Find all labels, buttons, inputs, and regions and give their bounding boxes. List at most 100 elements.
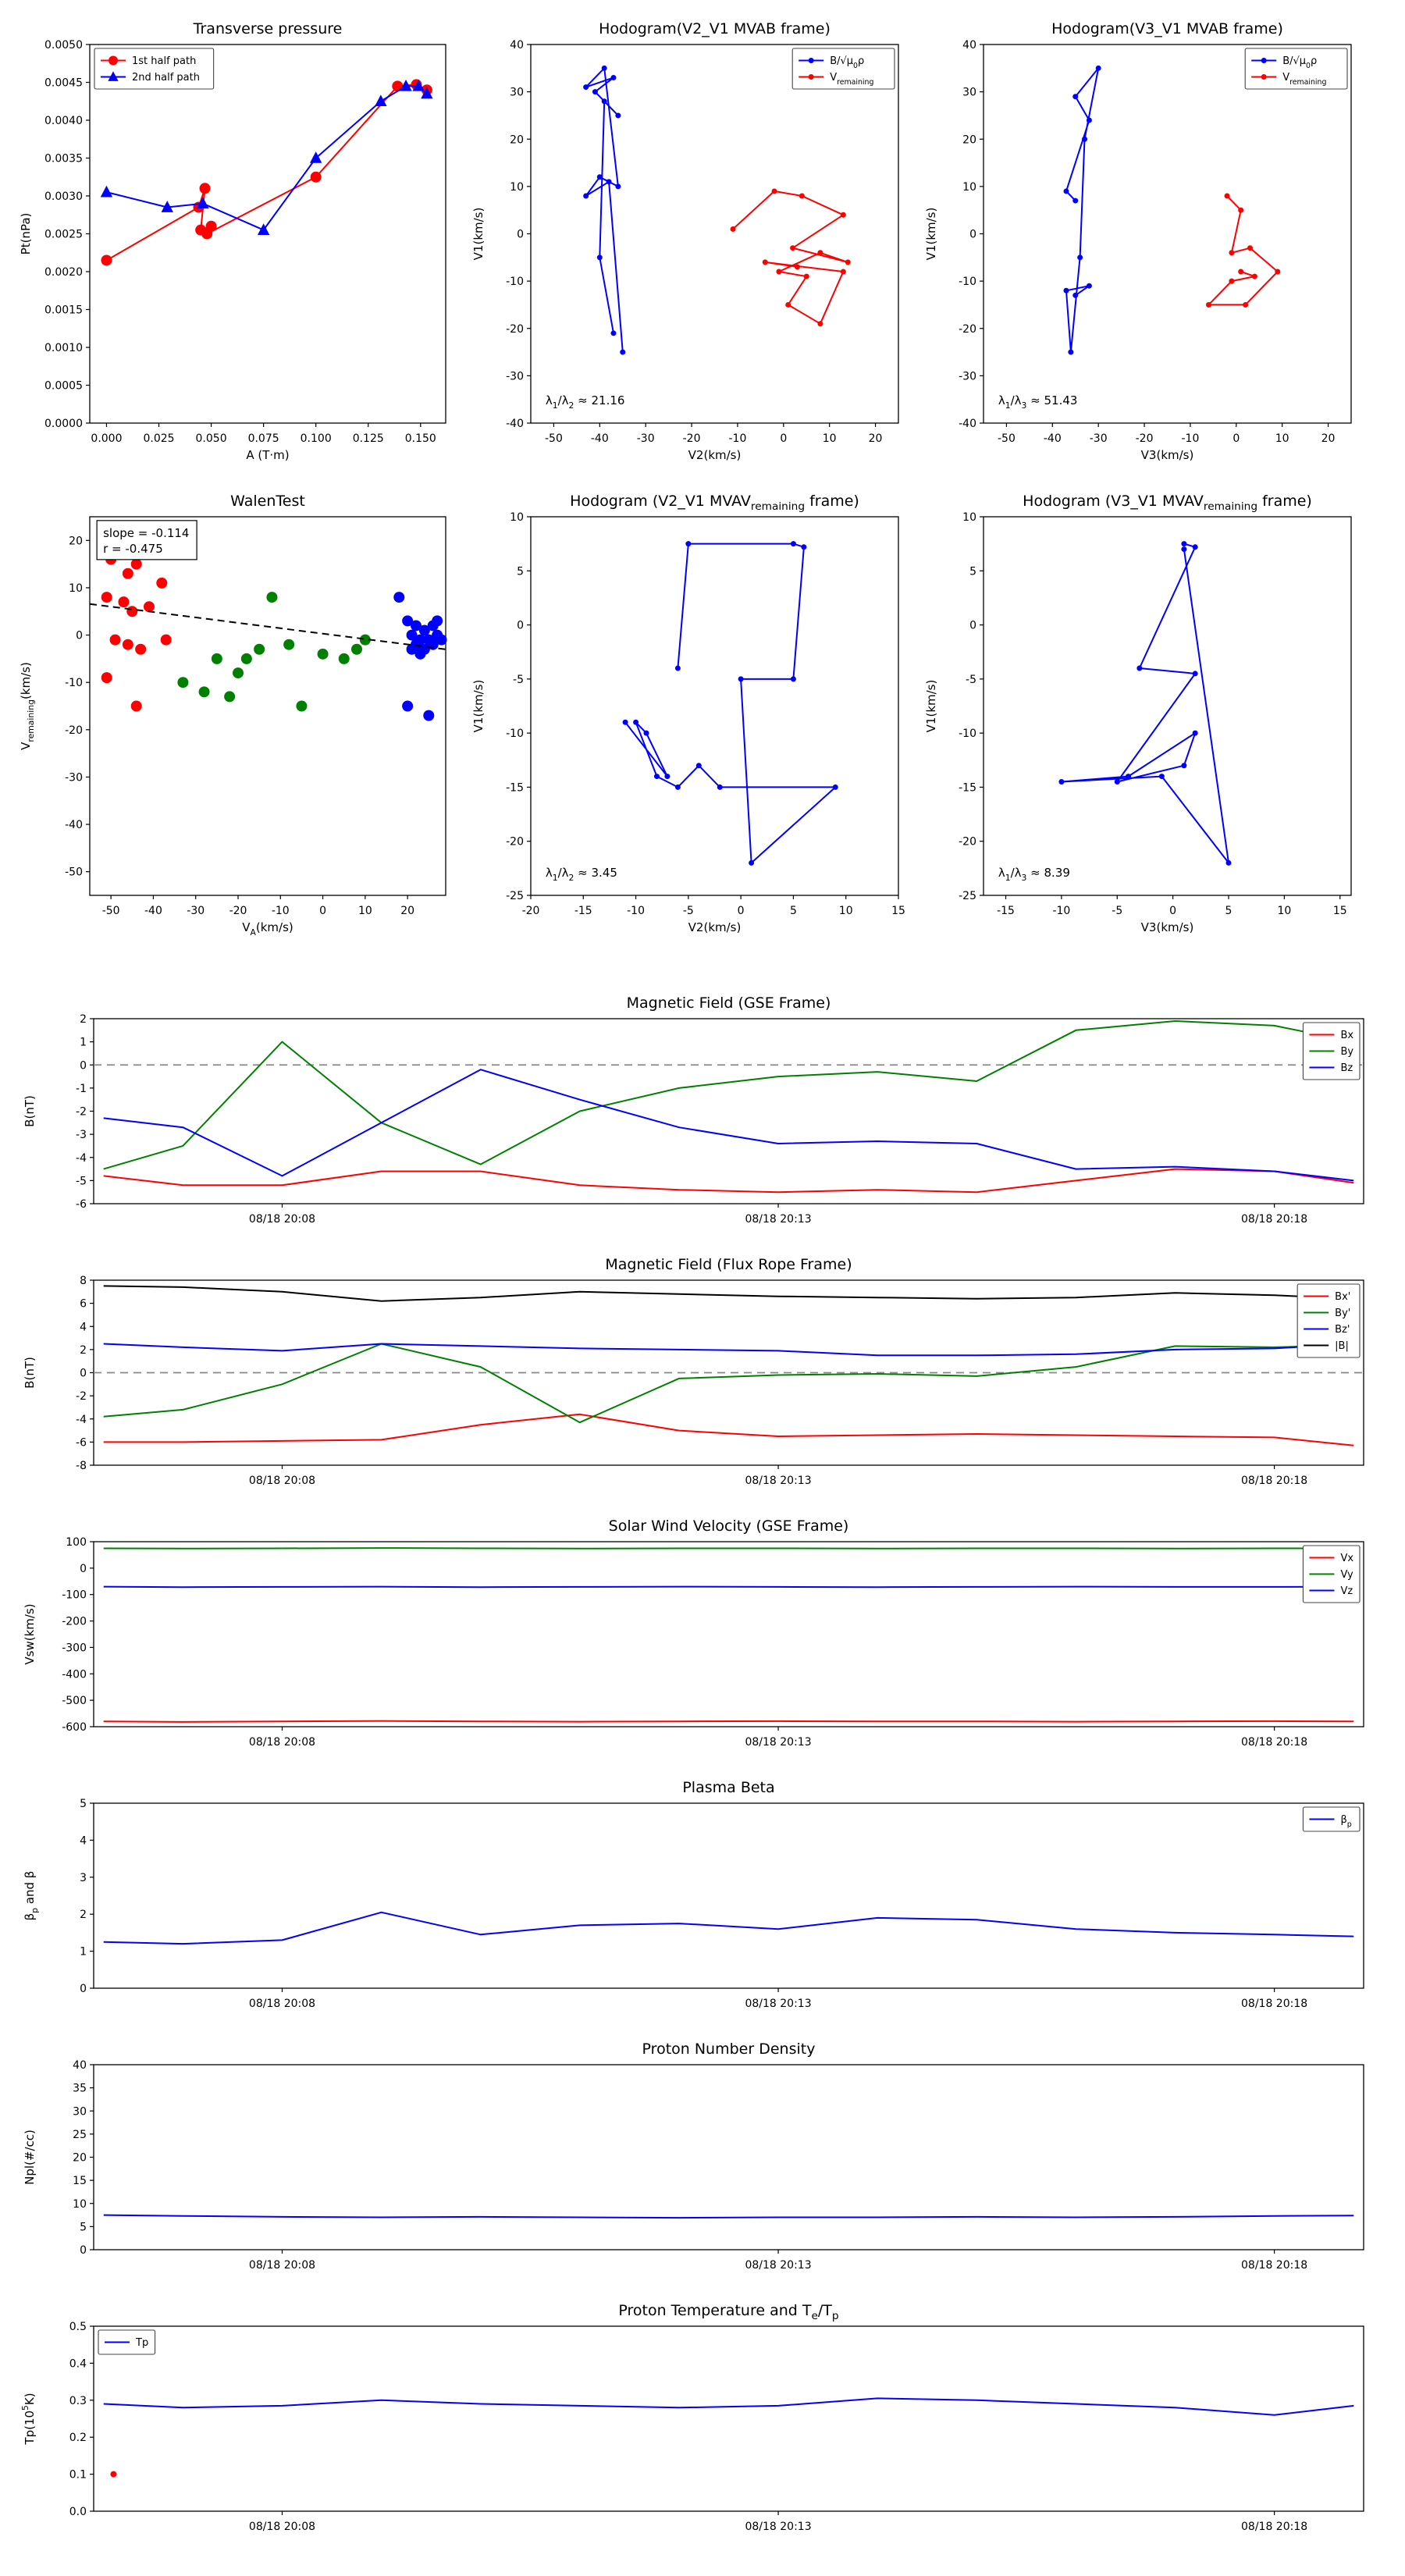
- legend-box: [1244, 48, 1348, 90]
- y-tick-label: 0.0040: [44, 115, 83, 127]
- y-axis-label: V1(km/s): [471, 680, 486, 733]
- x-tick-label: 0.150: [405, 432, 436, 445]
- x-tick-label: 08/18 20:08: [249, 2259, 315, 2272]
- y-tick-label: 100: [66, 1536, 87, 1549]
- x-tick-label: 15: [891, 905, 905, 917]
- series-line: [103, 1285, 1354, 1302]
- series-line: [1208, 195, 1279, 306]
- x-axis-label: V3(km/s): [1141, 920, 1194, 934]
- y-axis-label: Npl(#/cc): [23, 2129, 37, 2185]
- y-tick-label: -25: [959, 890, 976, 902]
- y-tick-label: -5: [513, 674, 524, 686]
- x-tick-label: 0.000: [91, 432, 122, 445]
- annotation-box: [96, 520, 197, 560]
- y-tick-label: -5: [966, 674, 976, 686]
- y-tick-label: 10: [962, 511, 976, 524]
- y-tick-label: 0: [80, 2244, 87, 2257]
- y-tick-label: 0.0050: [44, 39, 83, 52]
- legend-label: 2nd half path: [132, 72, 200, 84]
- chart-b_flux_rope: 08/18 20:08 08/18 20:13 08/18 20:18 -8 -6 -4 -…: [23, 1256, 1364, 1487]
- y-tick-label: -4: [76, 1152, 87, 1165]
- y-tick-label: -200: [62, 1616, 87, 1628]
- y-tick-label: 40: [73, 2059, 87, 2072]
- series-line: [89, 603, 446, 650]
- y-tick-label: 1: [80, 1946, 87, 1959]
- chart-title: Magnetic Field (Flux Rope Frame): [605, 1256, 852, 1273]
- series-line: [103, 1547, 1354, 1550]
- plot-area: [983, 516, 1352, 896]
- series-v-remaining-hodogram: [1058, 541, 1232, 866]
- legend-label: By': [1335, 1308, 1350, 1319]
- x-axis-label: VA(km/s): [242, 920, 293, 938]
- y-tick-label: -6: [76, 1436, 87, 1449]
- x-tick-label: -50: [102, 905, 120, 917]
- series-alfven-velocity: [583, 65, 626, 355]
- x-tick-label: -40: [591, 432, 609, 445]
- chart-title: Hodogram (V2_V1 MVAVremaining frame): [570, 493, 859, 513]
- series-vz: [103, 1585, 1354, 1589]
- y-axis-label: Vsw(km/s): [23, 1603, 37, 1664]
- x-axis-label: V2(km/s): [688, 448, 742, 462]
- y-tick-label: 0: [517, 229, 524, 241]
- series-line: [103, 1343, 1354, 1357]
- chart-transverse_pressure: 0.000 0.025 0.050 0.075 0.100 0.125 0.150 0.000…: [19, 20, 446, 462]
- chart-hodogram_v2v1_mvav: -20 -15 -10 -5 0 5 10 15 -25 -20 -15 -10 -5 0 5 10 Hodog…: [471, 493, 905, 934]
- legend-label: βp: [1340, 1814, 1351, 1829]
- x-axis-label: V2(km/s): [688, 920, 742, 934]
- x-tick-label: 0: [319, 905, 326, 917]
- x-tick-label: 5: [790, 905, 797, 917]
- x-tick-label: 08/18 20:13: [745, 1736, 811, 1749]
- x-tick-label: 0.025: [143, 432, 174, 445]
- x-tick-label: 08/18 20:18: [1241, 1736, 1307, 1749]
- y-tick-label: 5: [969, 565, 976, 578]
- chart-title: Solar Wind Velocity (GSE Frame): [609, 1517, 849, 1535]
- chart-hodogram_v3v1_mvab: -50 -40 -30 -20 -10 0 10 20 -40 -30 -20 -10 0 10 20 30 4…: [924, 20, 1352, 462]
- legend: Bx' By' Bz' |B|: [1297, 1283, 1361, 1358]
- x-tick-label: 0.075: [248, 432, 279, 445]
- series-line: [103, 1168, 1354, 1194]
- y-tick-label: -25: [506, 890, 524, 902]
- y-tick-label: 0.0015: [44, 304, 83, 317]
- y-tick-label: 0: [76, 630, 83, 642]
- y-tick-label: 30: [510, 87, 524, 99]
- y-tick-label: 2: [80, 1909, 87, 1921]
- y-tick-label: -2: [76, 1390, 87, 1403]
- y-tick-label: 2: [80, 1013, 87, 1026]
- y-axis-label: V1(km/s): [924, 208, 938, 261]
- y-tick-label: 40: [510, 39, 524, 52]
- series-bx: [103, 1168, 1354, 1194]
- y-tick-label: 5: [80, 2221, 87, 2233]
- y-tick-label: 8: [80, 1275, 87, 1287]
- y-tick-label: -10: [506, 728, 524, 740]
- x-tick-label: 0: [780, 432, 787, 445]
- x-tick-label: -40: [144, 905, 162, 917]
- y-tick-label: 2: [80, 1344, 87, 1357]
- y-tick-label: -10: [959, 276, 976, 288]
- x-tick-label: -30: [187, 905, 205, 917]
- y-tick-label: -30: [65, 771, 83, 784]
- y-tick-label: -2: [76, 1106, 87, 1119]
- x-tick-label: 08/18 20:18: [1241, 2259, 1307, 2272]
- y-tick-label: -20: [506, 836, 524, 849]
- y-tick-label: -40: [65, 819, 83, 831]
- y-tick-label: 0: [80, 1059, 87, 1072]
- x-tick-label: -10: [729, 432, 747, 445]
- plot-area: [93, 1541, 1364, 1727]
- legend-box: [94, 48, 215, 90]
- y-tick-label: 0.0030: [44, 190, 83, 203]
- series-alfven-velocity: [1063, 65, 1101, 355]
- legend-label: Vy: [1340, 1569, 1353, 1581]
- x-axis-label: A (T·m): [246, 448, 289, 462]
- annotation-text: λ1/λ3 ≈ 8.39: [998, 866, 1070, 883]
- y-tick-label: 4: [80, 1834, 87, 1847]
- series-beta-p: [103, 1911, 1354, 1945]
- legend-label: Bx: [1340, 1030, 1353, 1041]
- series-tp: [103, 2397, 1354, 2416]
- x-tick-label: 10: [1275, 432, 1289, 445]
- plot-area: [530, 516, 899, 896]
- chart-title: Hodogram(V2_V1 MVAB frame): [599, 20, 831, 37]
- x-tick-label: 5: [1225, 905, 1232, 917]
- x-tick-label: -30: [637, 432, 655, 445]
- y-tick-label: -20: [506, 323, 524, 336]
- series-fit-line: [89, 603, 446, 650]
